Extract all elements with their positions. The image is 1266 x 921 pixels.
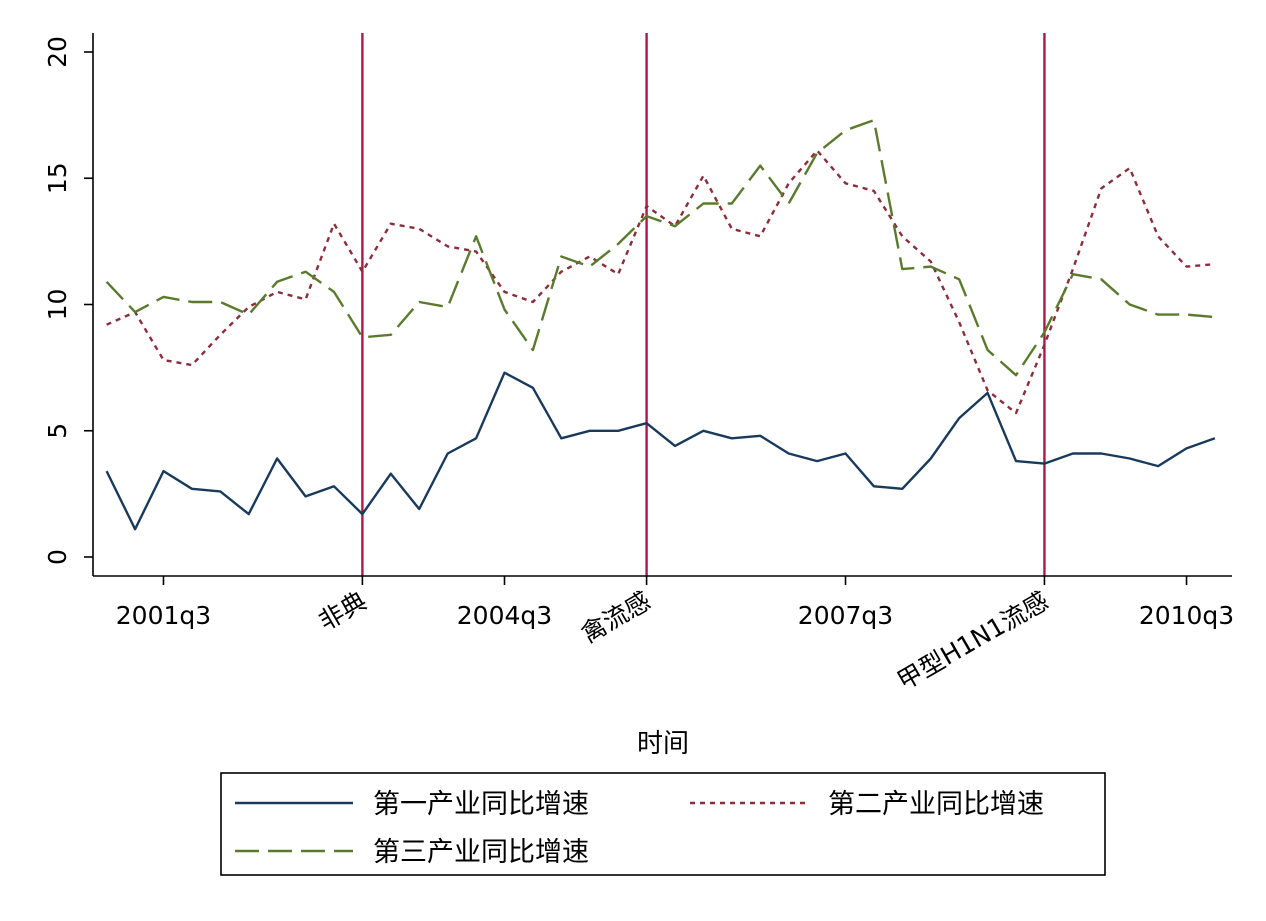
series-line-3 [105,118,1216,377]
y-tick-label: 15 [43,162,72,194]
series-line-1 [105,371,1216,531]
y-tick-label: 5 [43,423,72,439]
x-tick-label: 2001q3 [116,601,211,630]
y-tick-label: 10 [43,289,72,321]
legend-label-1: 第一产业同比增速 [373,789,589,820]
legend-label-3: 第三产业同比增速 [373,837,589,868]
y-tick-label: 20 [43,36,72,68]
legend-box [220,772,1106,876]
series-line-2 [106,149,1216,415]
series-layer [105,118,1216,531]
x-tick-label: 2010q3 [1139,601,1234,630]
legend-label-2: 第二产业同比增速 [828,789,1044,820]
event-lines [361,33,1046,576]
x-axis-title: 时间 [637,729,689,759]
y-tick-label: 0 [43,549,72,565]
x-tick-label: 2007q3 [798,601,893,630]
x-tick-label: 2004q3 [457,601,552,630]
